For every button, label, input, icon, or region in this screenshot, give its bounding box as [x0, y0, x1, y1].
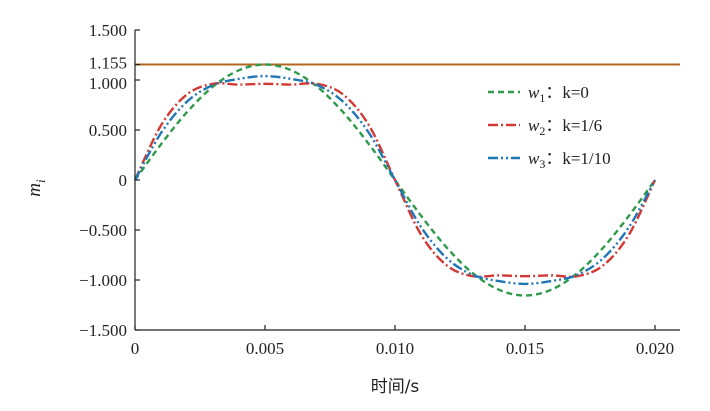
legend-var: w [528, 149, 540, 168]
legend-rest: ：k=0 [545, 83, 589, 102]
legend-label-w1: w1：k=0 [528, 83, 589, 105]
x-tick-label: 0.015 [506, 339, 544, 358]
axes-layer [134, 30, 680, 331]
series-line-w2 [133, 82, 657, 278]
y-axis-title-main: m [24, 183, 45, 197]
legend-rest: ：k=1/10 [545, 149, 610, 168]
legend-subscript: 1 [539, 91, 545, 105]
legend-var: w [528, 116, 540, 135]
y-tick-label: −1.000 [79, 271, 127, 290]
legend-label-w2: w2：k=1/6 [528, 116, 602, 138]
x-axis-title: 时间/s [371, 377, 420, 397]
legend-subscript: 3 [539, 157, 545, 171]
y-tick-label: −1.500 [79, 321, 127, 340]
legend-label-w3: w3：k=1/10 [528, 149, 611, 171]
series-line-w3 [133, 74, 657, 286]
legend-var: w [528, 83, 540, 102]
y-tick-label: 0.500 [89, 121, 127, 140]
y-tick-label: 1.500 [89, 21, 127, 40]
y-tick-label: 1.000 [89, 74, 127, 93]
x-tick-label: 0 [131, 339, 140, 358]
legend-subscript: 2 [539, 124, 545, 138]
y-tick-label: 1.155 [89, 54, 127, 73]
y-axis-title-subscript: i [33, 179, 48, 183]
x-tick-label: 0.005 [246, 339, 284, 358]
legend-rest: ：k=1/6 [545, 116, 602, 135]
x-tick-label: 0.010 [376, 339, 414, 358]
x-ticks: 0 0.005 0.010 0.015 0.020 [131, 325, 674, 358]
y-tick-label: −0.500 [79, 221, 127, 240]
y-tick-label: 0 [119, 171, 128, 190]
series-line-w1 [134, 63, 656, 297]
y-axis-title: mi [24, 179, 48, 197]
legend: w1：k=0w2：k=1/6w3：k=1/10 [488, 83, 611, 171]
x-tick-label: 0.020 [636, 339, 674, 358]
series-layer [133, 63, 657, 297]
